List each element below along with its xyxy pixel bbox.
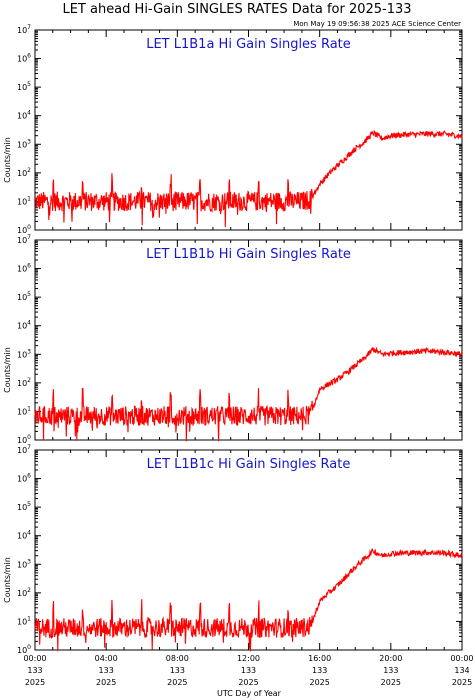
timestamp: Mon May 19 09:56:38 2025 ACE Science Cen… [293,20,461,28]
x-tick-label: 2025 [96,678,116,687]
series-line [34,129,463,228]
y-tick-label: 107 [17,234,31,245]
x-tick-label: 00:00 [450,654,473,663]
x-tick-label: 2025 [167,678,187,687]
y-tick-label: 105 [17,81,31,92]
y-tick-label: 105 [17,291,31,302]
y-axis-label: Counts/min [3,347,12,393]
series-line [34,346,463,442]
y-tick-label: 107 [17,444,31,455]
panel-title: LET L1B1a Hi Gain Singles Rate [146,37,351,52]
x-tick-label: 2025 [452,678,472,687]
y-tick-label: 103 [17,348,31,359]
x-tick-label: 04:00 [95,654,118,663]
panel-2: 100 101 102 103 104 105 106 107 LET L1B1b Hi Gai… [3,234,463,445]
x-tick-label: 133 [27,666,42,675]
y-tick-label: 102 [17,167,31,178]
y-tick-label: 105 [17,501,31,512]
x-tick-label: 00:00 [23,654,46,663]
y-tick-label: 101 [17,615,31,626]
y-tick-label: 104 [17,530,31,541]
y-axis-label: Counts/min [3,137,12,183]
chart-title: LET ahead Hi-Gain SINGLES RATES Data for… [62,2,411,17]
x-tick-label: 2025 [25,678,45,687]
panel-title: LET L1B1b Hi Gain Singles Rate [146,247,351,262]
x-tick-label: 133 [99,666,114,675]
y-tick-label: 106 [17,53,31,64]
y-tick-label: 106 [17,473,31,484]
y-tick-label: 100 [17,434,31,445]
y-tick-label: 102 [17,377,31,388]
x-tick-label: 08:00 [166,654,189,663]
y-tick-label: 104 [17,110,31,121]
y-tick-label: 102 [17,587,31,598]
x-tick-label: 2025 [238,678,258,687]
x-axis-label: UTC Day of Year [217,689,282,698]
series-line [34,548,463,652]
y-tick-label: 106 [17,263,31,274]
x-tick-label: 12:00 [237,654,260,663]
y-tick-label: 103 [17,558,31,569]
panels: 100 101 102 103 104 105 106 107 LET L1B1a Hi Gai… [3,24,474,687]
y-tick-label: 101 [17,405,31,416]
x-tick-label: 133 [312,666,327,675]
panel-title: LET L1B1c Hi Gain Singles Rate [147,457,351,472]
x-tick-label: 20:00 [379,654,402,663]
x-tick-label: 133 [170,666,185,675]
x-tick-label: 133 [383,666,398,675]
y-tick-label: 103 [17,138,31,149]
y-tick-label: 100 [17,644,31,655]
panel-frame [34,239,463,441]
y-tick-label: 100 [17,224,31,235]
x-tick-label: 2025 [381,678,401,687]
panel-3: 100 101 102 103 104 105 106 107 LET L1B1c Hi Gai… [3,444,463,655]
x-tick-label: 2025 [309,678,329,687]
y-tick-label: 101 [17,195,31,206]
x-tick-label: 134 [454,666,469,675]
panel-1: 100 101 102 103 104 105 106 107 LET L1B1a Hi Gai… [3,24,463,235]
x-tick-label: 16:00 [308,654,331,663]
x-tick-label: 133 [241,666,256,675]
y-tick-label: 107 [17,24,31,35]
y-axis-label: Counts/min [3,557,12,603]
y-tick-label: 104 [17,320,31,331]
